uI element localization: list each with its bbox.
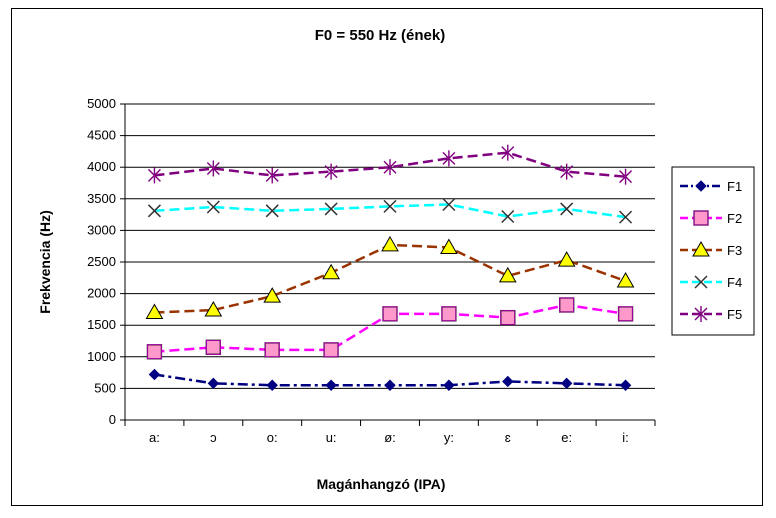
x-tick-label-3: u: <box>326 430 337 445</box>
point-f1-7 <box>560 377 573 390</box>
point-f5-8 <box>619 168 633 185</box>
point-f4-3 <box>324 202 338 216</box>
legend-marker-f4 <box>694 275 708 289</box>
point-f1-1 <box>207 377 220 390</box>
point-f1-0 <box>148 368 161 381</box>
x-tick-label-8: i: <box>622 430 629 445</box>
legend-marker-f5 <box>694 306 708 322</box>
series-line-f5 <box>154 151 626 178</box>
x-tick-label-4: ø: <box>384 430 396 445</box>
point-f5-4 <box>383 159 397 176</box>
point-f3-2 <box>263 287 282 303</box>
legend: F1 F2 F3 F4 F5 <box>671 166 755 336</box>
point-f2-7 <box>559 297 575 313</box>
legend-label-f3: F3 <box>727 243 742 258</box>
point-f5-2 <box>265 167 279 184</box>
y-tick-label-2500: 2500 <box>87 254 116 269</box>
y-tick-label-1000: 1000 <box>87 349 116 364</box>
point-f5-7 <box>560 163 574 180</box>
point-f5-0 <box>147 167 161 184</box>
x-tick-label-2: o: <box>267 430 278 445</box>
point-f3-5 <box>440 238 458 254</box>
x-tick-label-7: e: <box>561 430 572 445</box>
x-tick-labels: a: ɔ o: u: ø: y: ɛ e: i: <box>149 430 629 445</box>
x-axis-label: Magánhangzó (IPA) <box>317 476 446 492</box>
point-f5-6 <box>501 144 515 161</box>
point-f2-2 <box>264 342 280 358</box>
point-f1-6 <box>502 375 514 388</box>
legend-label-f4: F4 <box>727 275 742 290</box>
point-f3-3 <box>322 263 340 280</box>
y-tick-label-2000: 2000 <box>87 286 116 301</box>
point-f1-5 <box>443 379 455 391</box>
y-tick-label-500: 500 <box>94 380 116 395</box>
point-f4-2 <box>265 204 279 218</box>
point-f2-8 <box>617 306 634 322</box>
point-f2-4 <box>382 306 398 322</box>
point-f4-0 <box>147 204 161 218</box>
point-f3-0 <box>145 303 164 320</box>
point-f4-7 <box>560 202 574 216</box>
point-f2-3 <box>323 342 339 358</box>
series-line-f3 <box>154 243 626 314</box>
y-tick-label-3000: 3000 <box>87 222 116 237</box>
point-f4-1 <box>206 200 220 214</box>
legend-label-f1: F1 <box>727 179 742 194</box>
legend-marker-f3 <box>692 240 710 257</box>
x-tick-label-0: a: <box>149 430 160 445</box>
point-f3-1 <box>204 301 223 317</box>
series-line-f4 <box>154 203 626 219</box>
point-f4-8 <box>619 210 633 224</box>
chart-frame <box>11 8 763 506</box>
x-tick-label-1: ɔ <box>210 430 217 445</box>
y-axis-label: Frekvencia (Hz) <box>37 210 53 313</box>
y-tick-label-1500: 1500 <box>87 317 116 332</box>
chart-title: F0 = 550 Hz (ének) <box>315 27 445 44</box>
y-tick-label-5000: 5000 <box>87 96 116 111</box>
series-layer <box>145 144 635 391</box>
point-f5-3 <box>324 163 338 180</box>
y-tick-labels: 0 500 1000 1500 2000 2500 3000 3500 4000 4500 5000 <box>87 96 116 427</box>
legend-label-f5: F5 <box>727 307 742 322</box>
point-f2-1 <box>205 339 221 355</box>
y-tick-label-4000: 4000 <box>87 159 116 174</box>
point-f1-8 <box>619 379 632 391</box>
point-f4-4 <box>383 199 397 213</box>
point-f2-0 <box>146 344 163 360</box>
point-f1-2 <box>266 379 278 391</box>
point-f3-7 <box>557 251 576 267</box>
point-f3-4 <box>381 235 399 252</box>
point-f2-6 <box>500 309 516 326</box>
point-f5-1 <box>206 160 220 177</box>
y-tick-label-3500: 3500 <box>87 191 116 206</box>
x-tick-label-6: ɛ <box>505 430 511 445</box>
y-tick-label-4500: 4500 <box>87 128 116 143</box>
legend-marker-f1 <box>695 180 707 192</box>
point-f5-5 <box>442 150 456 167</box>
point-f4-6 <box>501 209 515 224</box>
point-f1-3 <box>325 379 337 391</box>
axes <box>120 103 656 426</box>
point-f3-8 <box>616 271 635 288</box>
legend-marker-f2 <box>693 210 709 226</box>
point-f2-5 <box>441 306 457 322</box>
x-tick-label-5: y: <box>444 430 454 445</box>
point-f3-6 <box>498 266 517 283</box>
point-f4-5 <box>442 197 456 212</box>
y-tick-label-0: 0 <box>109 412 116 427</box>
legend-label-f2: F2 <box>727 211 742 226</box>
point-f1-4 <box>384 379 396 391</box>
